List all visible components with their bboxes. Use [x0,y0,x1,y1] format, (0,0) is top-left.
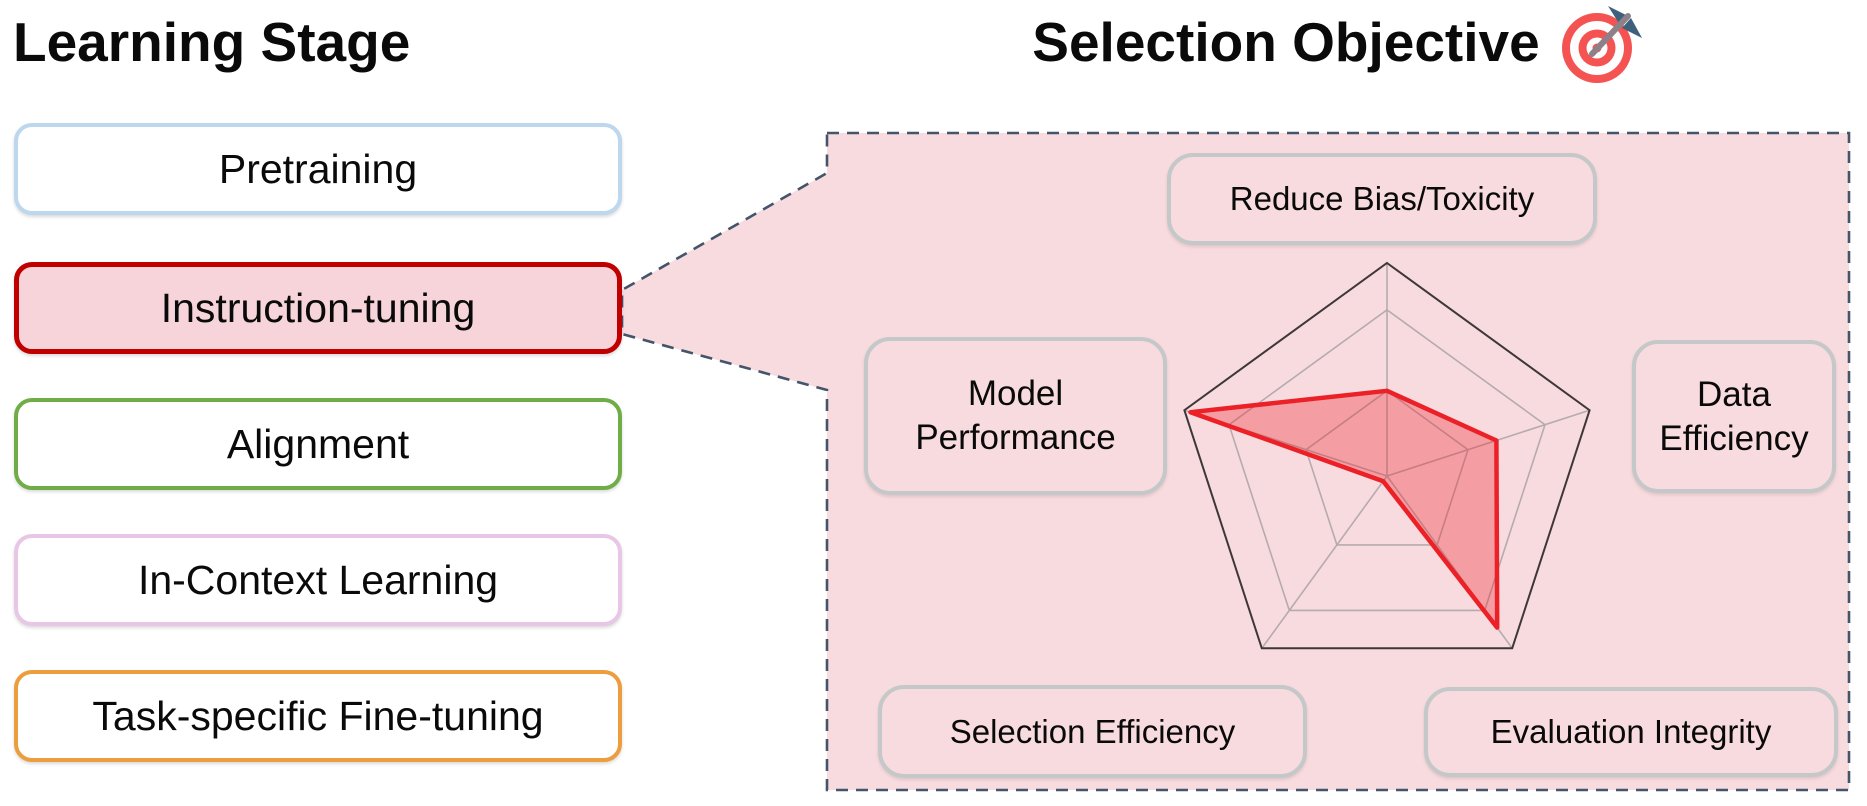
axis-label-data-efficiency: Data Efficiency [1632,340,1836,493]
axis-label-text: Selection Efficiency [949,712,1236,750]
radar-chart [1183,261,1591,650]
stage-label: Pretraining [218,145,418,192]
axis-label-text: Efficiency [1659,418,1809,458]
axis-label-text: Model [967,374,1064,413]
stage-box-task-specific-fine-tuning: Task-specific Fine-tuning [14,670,622,762]
stage-box-alignment: Alignment [14,398,622,490]
axis-label-text: Data [1697,374,1771,414]
axis-label-model-performance: Model Performance [864,337,1167,495]
axis-label-selection-efficiency: Selection Efficiency [878,685,1307,778]
stage-box-pretraining: Pretraining [14,123,622,215]
stage-label: In-Context Learning [137,556,499,603]
stage-label: Alignment [226,420,410,467]
stage-label: Instruction-tuning [160,284,476,331]
axis-label-text: Evaluation Integrity [1490,713,1772,750]
dartboard-icon [1556,0,1644,84]
selection-objective-title: Selection Objective [827,0,1849,84]
selection-objective-panel [620,131,1851,792]
stage-box-instruction-tuning: Instruction-tuning [14,262,622,354]
axis-label-text: Reduce Bias/Toxicity [1229,180,1535,217]
stage-label: Task-specific Fine-tuning [92,692,544,739]
axis-label-text: Performance [915,418,1116,457]
learning-stage-title-text: Learning Stage [13,11,411,73]
selection-objective-title-text: Selection Objective [1032,11,1540,73]
stage-box-in-context-learning: In-Context Learning [14,534,622,626]
learning-stage-title: Learning Stage [13,0,410,84]
axis-label-reduce-bias-toxicity: Reduce Bias/Toxicity [1167,153,1597,245]
axis-label-evaluation-integrity: Evaluation Integrity [1424,687,1838,777]
